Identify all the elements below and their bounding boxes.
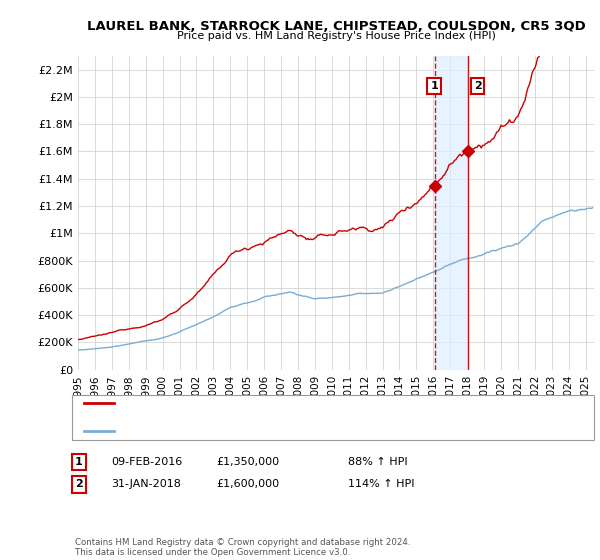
Text: 114% ↑ HPI: 114% ↑ HPI	[348, 479, 415, 489]
Text: £1,350,000: £1,350,000	[216, 457, 279, 467]
Bar	[435, 56, 469, 370]
Text: 1: 1	[430, 81, 438, 91]
Text: LAUREL BANK, STARROCK LANE, CHIPSTEAD, COULSDON, CR5 3QD: LAUREL BANK, STARROCK LANE, CHIPSTEAD, C…	[86, 20, 586, 32]
Text: 31-JAN-2018: 31-JAN-2018	[111, 479, 181, 489]
Text: Price paid vs. HM Land Registry's House Price Index (HPI): Price paid vs. HM Land Registry's House …	[176, 31, 496, 41]
Text: £1,600,000: £1,600,000	[216, 479, 279, 489]
Text: 2: 2	[75, 479, 83, 489]
Text: 2: 2	[474, 81, 482, 91]
Text: HPI: Average price, detached house, Reigate and Banstead: HPI: Average price, detached house, Reig…	[120, 426, 409, 436]
Text: 1: 1	[75, 457, 83, 467]
Text: 88% ↑ HPI: 88% ↑ HPI	[348, 457, 407, 467]
Text: 09-FEB-2016: 09-FEB-2016	[111, 457, 182, 467]
Text: Contains HM Land Registry data © Crown copyright and database right 2024.
This d: Contains HM Land Registry data © Crown c…	[75, 538, 410, 557]
Text: LAUREL BANK, STARROCK LANE, CHIPSTEAD, COULSDON, CR5 3QD (detached house): LAUREL BANK, STARROCK LANE, CHIPSTEAD, C…	[120, 398, 539, 408]
